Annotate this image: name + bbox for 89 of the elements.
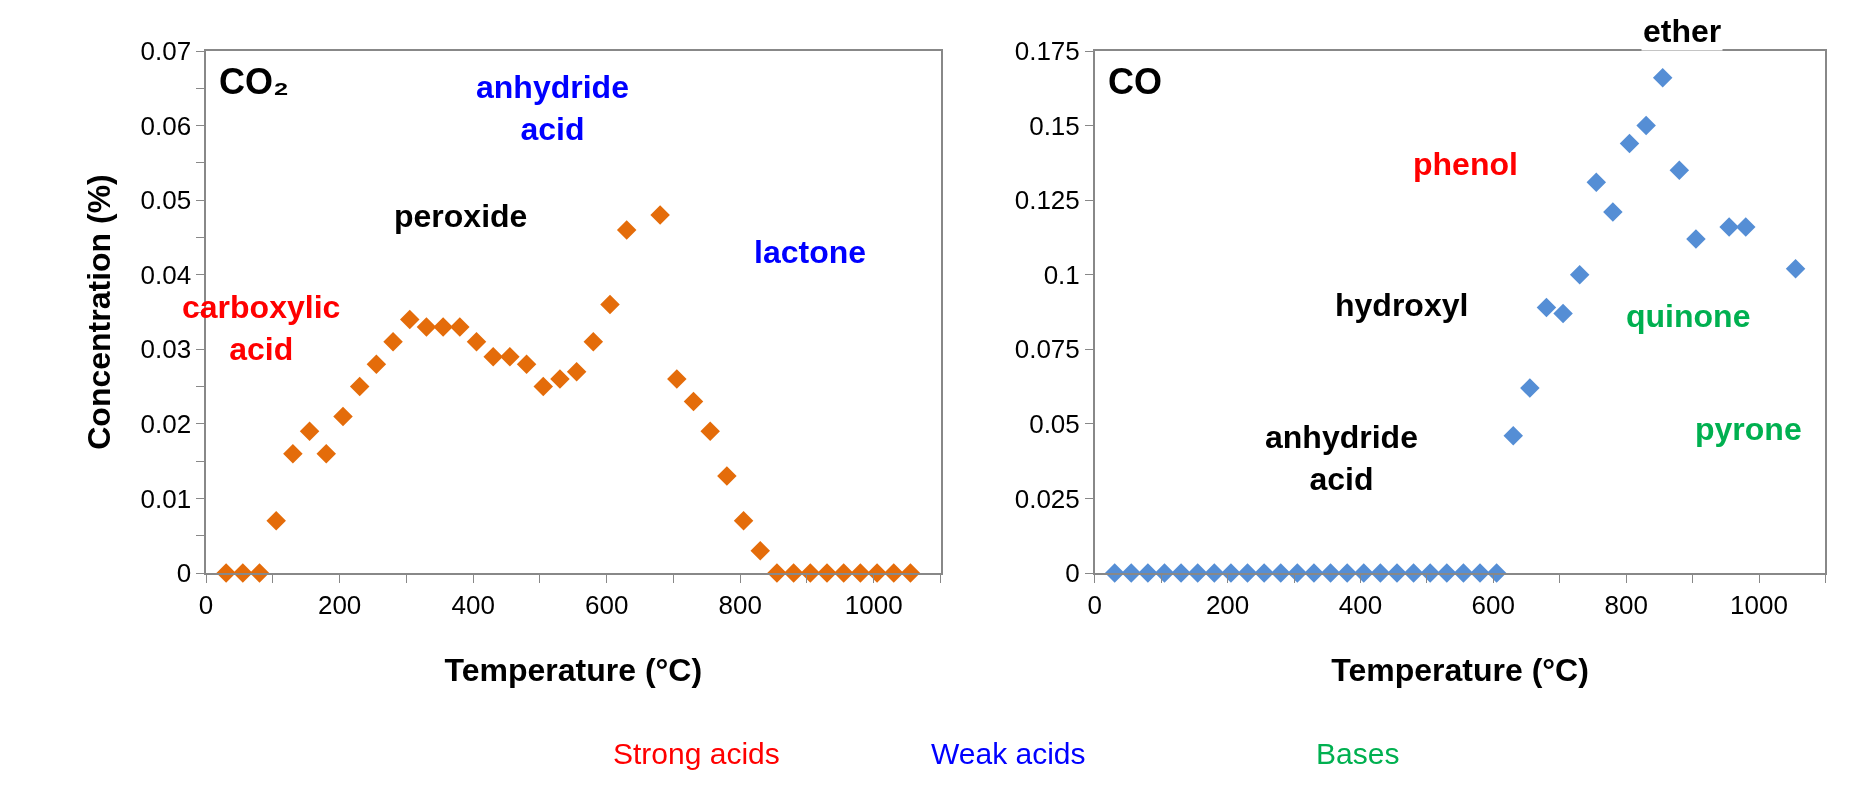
y-tick-label: 0.15 — [1029, 110, 1080, 141]
point — [717, 466, 737, 486]
text: ether — [1643, 13, 1722, 49]
y-tick-label: 0.03 — [140, 334, 192, 365]
annotation: phenol — [1413, 146, 1518, 182]
point — [1636, 115, 1656, 136]
point — [316, 443, 337, 464]
point — [433, 317, 453, 337]
point — [1503, 426, 1523, 446]
point — [683, 391, 704, 412]
y-tick-label: 0.05 — [1029, 408, 1080, 439]
point — [550, 369, 570, 389]
point — [1553, 303, 1573, 324]
text: Strong acids — [613, 737, 780, 770]
point — [416, 317, 437, 337]
x-tick-label: 600 — [584, 589, 629, 620]
x-tick-label: 200 — [317, 589, 362, 620]
y-tick-label: 0.025 — [1014, 483, 1080, 514]
point — [1520, 378, 1540, 398]
y-tick-label: 0.05 — [140, 185, 192, 216]
point — [399, 309, 420, 330]
y-axis-title: Concentration (%) — [81, 174, 118, 450]
annotation: lactone — [754, 234, 867, 270]
point — [283, 443, 303, 464]
point — [1719, 217, 1739, 237]
x-axis-title: Temperature (°C) — [444, 652, 703, 689]
point — [516, 354, 537, 374]
point — [1569, 264, 1590, 285]
point — [1735, 217, 1756, 237]
point — [566, 361, 587, 382]
point — [299, 421, 320, 442]
y-tick-label: 0.01 — [140, 483, 192, 514]
annotation: pyrone — [1695, 411, 1802, 447]
point — [533, 376, 554, 397]
point — [483, 346, 503, 367]
y-tick-label: 0 — [1065, 558, 1080, 589]
point — [650, 205, 670, 225]
point — [450, 317, 470, 337]
point — [1603, 202, 1623, 222]
point — [1536, 297, 1557, 318]
annotation: CO — [1108, 61, 1162, 102]
y-tick-label: 0.075 — [1014, 334, 1080, 365]
text: Weak acids — [931, 737, 1086, 770]
x-tick-label: 0 — [198, 589, 214, 620]
x-tick-label: 800 — [718, 589, 762, 620]
point — [700, 421, 720, 442]
point — [667, 369, 687, 389]
point — [1785, 259, 1806, 279]
x-tick-label: 1000 — [844, 589, 903, 620]
point — [1586, 172, 1607, 192]
x-axis-title: Temperature (°C) — [1331, 652, 1589, 689]
x-tick-label: 600 — [1471, 589, 1516, 620]
x-tick-label: 400 — [451, 589, 495, 620]
y-tick-label: 0.07 — [140, 36, 192, 67]
point — [466, 332, 487, 352]
annotation: peroxide — [394, 198, 528, 234]
text: Bases — [1316, 737, 1400, 770]
point — [383, 332, 403, 352]
y-tick-label: 0.175 — [1014, 36, 1080, 67]
y-tick-label: 0 — [176, 558, 192, 589]
annotation: hydroxyl — [1335, 287, 1469, 323]
y-tick-label: 0.125 — [1014, 185, 1080, 216]
point — [1619, 133, 1640, 154]
point — [1652, 68, 1673, 88]
y-tick-label: 0.04 — [140, 259, 192, 290]
x-tick-label: 400 — [1338, 589, 1383, 620]
y-tick-label: 0.1 — [1043, 259, 1080, 290]
annotation: CO₂ — [219, 61, 289, 102]
y-tick-label: 0.02 — [140, 408, 192, 439]
point — [266, 511, 286, 531]
point — [333, 406, 353, 427]
point — [1686, 229, 1706, 249]
annotation: quinone — [1626, 298, 1751, 334]
point — [349, 376, 370, 397]
x-tick-label: 0 — [1087, 589, 1102, 620]
point — [583, 332, 604, 352]
x-tick-label: 800 — [1604, 589, 1648, 620]
point — [616, 220, 637, 240]
x-tick-label: 1000 — [1730, 589, 1788, 620]
annotation: anhydride acid — [476, 69, 629, 147]
annotation: anhydride acid — [1265, 419, 1418, 497]
point — [750, 540, 770, 561]
point — [1669, 160, 1690, 181]
point — [500, 346, 520, 367]
point — [733, 511, 754, 531]
y-tick-label: 0.06 — [140, 110, 192, 141]
point — [600, 294, 620, 315]
x-tick-label: 200 — [1205, 589, 1250, 620]
point — [366, 354, 387, 374]
